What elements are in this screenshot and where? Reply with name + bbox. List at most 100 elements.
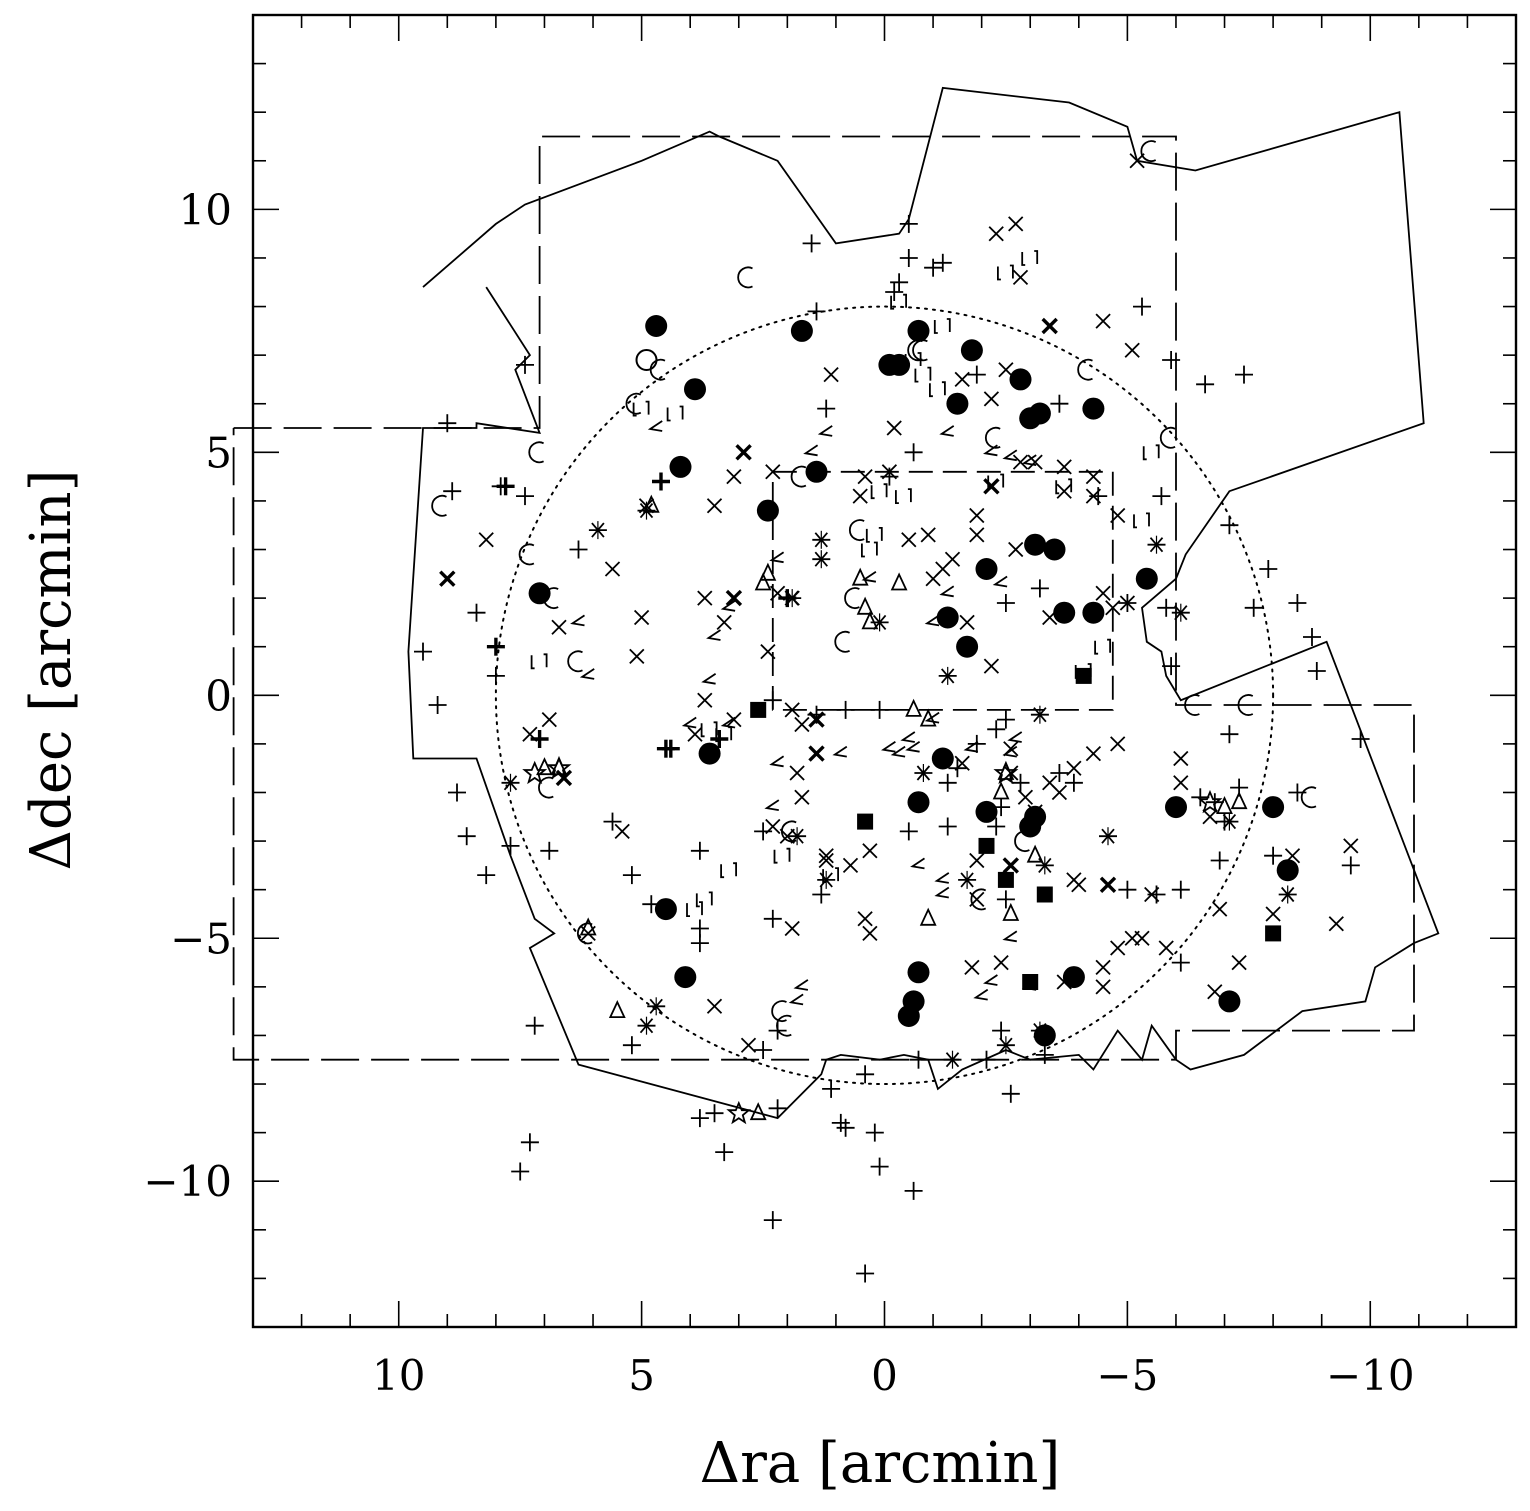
point-bracket-pair (773, 847, 791, 864)
point-cross (1042, 609, 1058, 626)
x-tick-label: 10 (372, 1351, 425, 1400)
point-plus (768, 1099, 787, 1118)
point-cross (818, 852, 834, 869)
point-left-open-circle (771, 1000, 787, 1022)
y-tick-label: −10 (143, 1157, 232, 1206)
point-angle (706, 629, 721, 641)
point-plus (938, 773, 957, 792)
point-left-open-circle (1077, 358, 1093, 381)
point-bold-cross (808, 745, 825, 762)
point-plus (1259, 560, 1278, 578)
point-asterisk (501, 773, 520, 792)
point-plus (831, 1113, 850, 1132)
point-plus (754, 822, 773, 841)
point-filled-square (1036, 886, 1053, 903)
x-tick-label: 0 (871, 1351, 898, 1400)
point-angle (939, 585, 955, 598)
point-bracket-pair (904, 352, 922, 368)
point-filled-circle (1262, 796, 1285, 819)
point-filled-circle (975, 558, 998, 580)
point-cross (857, 468, 873, 485)
point-left-open-circle (984, 426, 1001, 449)
point-bracket-pair (822, 867, 839, 883)
point-plus (890, 273, 909, 292)
point-plus (865, 1123, 884, 1142)
point-asterisk (1035, 856, 1054, 875)
point-filled-square (978, 837, 995, 854)
point-bracket-pair (997, 264, 1014, 281)
point-asterisk (637, 501, 656, 520)
point-plus (1220, 516, 1239, 535)
point-cross (541, 711, 557, 728)
point-plus (885, 283, 904, 301)
point-cross (614, 823, 630, 840)
point-cross (823, 366, 839, 383)
point-plus (622, 866, 641, 885)
point-plus (856, 1264, 875, 1283)
point-plus (904, 1181, 923, 1200)
point-angle (803, 444, 819, 457)
point-plus (690, 934, 709, 953)
point-plus (457, 827, 476, 846)
point-angle (720, 600, 736, 612)
point-bold-plus (486, 637, 505, 656)
point-filled-circle (888, 353, 911, 376)
point-filled-circle (1165, 796, 1187, 819)
point-bold-cross (1041, 317, 1058, 335)
y-tick-label: −5 (170, 914, 232, 963)
point-left-open-circle (907, 339, 923, 362)
point-plus (880, 467, 899, 486)
point-plus (817, 399, 836, 418)
point-cross (1056, 974, 1072, 990)
point-plus (1133, 297, 1151, 316)
point-plus (1191, 788, 1210, 807)
point-plus (1152, 487, 1171, 506)
point-triangle (1216, 795, 1233, 814)
point-cross (1095, 585, 1111, 601)
point-plus (870, 700, 889, 719)
point-cross (862, 925, 878, 942)
point-plus (1288, 594, 1307, 612)
point-plus (1089, 487, 1108, 506)
point-cross (842, 857, 859, 874)
point-filled-circle (1082, 601, 1105, 624)
point-cross (1085, 745, 1102, 762)
point-filled-circle (1062, 966, 1085, 989)
point-bracket-pair (1142, 444, 1160, 461)
point-angle (1007, 731, 1023, 743)
point-plus (1303, 628, 1321, 646)
point-angle (861, 570, 877, 583)
point-angle (769, 755, 785, 768)
point-triangle (579, 917, 597, 936)
point-triangle (642, 494, 660, 513)
point-plus (690, 841, 709, 860)
point-cross (1134, 930, 1150, 946)
point-star (522, 760, 548, 785)
point-plus (1147, 885, 1166, 904)
point-left-open-circle (1014, 830, 1030, 852)
point-filled-circle (907, 319, 930, 342)
point-triangle (851, 567, 869, 586)
point-left-open-circle (780, 820, 797, 843)
point-asterisk (788, 827, 807, 846)
point-cross (969, 527, 985, 543)
point-plus (1035, 1045, 1054, 1064)
point-plus (1244, 598, 1263, 617)
point-plus (992, 1021, 1011, 1040)
point-cross (983, 391, 1000, 407)
point-cross (1328, 916, 1344, 932)
point-triangle (905, 698, 923, 717)
point-filled-circle (756, 499, 779, 522)
point-angle (769, 551, 785, 564)
point-left-open-circle (776, 1014, 792, 1037)
point-cross (604, 561, 621, 577)
point-cross (1071, 877, 1087, 893)
point-filled-circle (528, 582, 551, 605)
point-bracket-pair (870, 483, 888, 500)
point-angle (992, 575, 1008, 588)
point-cross (765, 818, 781, 835)
point-plus (477, 866, 496, 885)
point-plus (996, 594, 1015, 612)
point-cross (944, 551, 961, 567)
point-star (1197, 789, 1223, 814)
